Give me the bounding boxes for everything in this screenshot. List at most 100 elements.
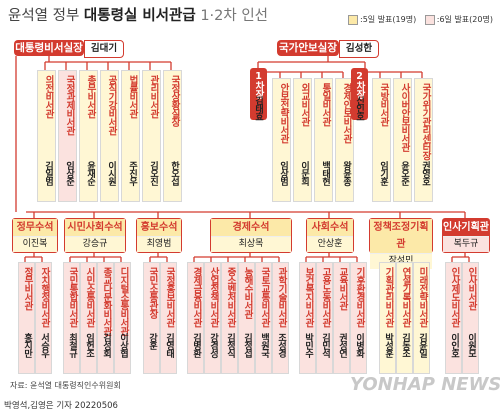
appointee-name: 김동조 xyxy=(400,333,410,357)
staff-position: 의전비서관 김일범 xyxy=(37,70,56,202)
staff-position: 자치행정비서관 서승우 xyxy=(35,262,52,374)
senior-secretary-name: 복두규 xyxy=(443,237,489,252)
staff-position: 보건복지비서관 박민수 xyxy=(299,262,316,374)
appointee-name: 강경성 xyxy=(208,333,218,357)
staff-position: 국방비서관 임기훈 xyxy=(372,78,391,202)
chief-of-staff-title: 대통령비서실장 xyxy=(14,40,84,56)
staff-position: 산업정책비서관 강경성 xyxy=(204,262,221,374)
appointee-name: 주진우 xyxy=(127,161,137,185)
position-title: 총무비서관 xyxy=(85,75,96,118)
position-title: 국민통합비서관 xyxy=(67,267,78,327)
position-title: 통일비서관 xyxy=(320,83,331,126)
staff-position: 과학기술비서관 조성경 xyxy=(272,262,289,374)
position-title: 중소벤처비서관 xyxy=(225,267,236,327)
staff-position: 중소벤처비서관 김정식 xyxy=(221,262,238,374)
position-title: 국민소통관장 xyxy=(147,267,158,318)
senior-secretary-name: 최상목 xyxy=(211,237,291,252)
senior-secretary: 정책조정기획관 장성민 xyxy=(369,218,433,269)
senior-secretary-title: 정무수석 xyxy=(13,219,57,237)
staff-position: 국토교통비서관 백원국 xyxy=(255,262,272,374)
appointee-name: 권성연 xyxy=(337,333,347,357)
appointee-name: 이시원 xyxy=(106,161,116,185)
legend: :5일 발표(19명) :6일 발표(20명) xyxy=(348,14,493,25)
appointee-name: 이문희 xyxy=(299,161,309,185)
appointee-name: 조성경 xyxy=(276,333,286,357)
position-title: 외교비서관 xyxy=(299,83,310,126)
position-title: 인사비서관 xyxy=(466,267,477,310)
credit-line: 박영석,김영은 기자 20220506 xyxy=(4,401,118,411)
senior-secretary: 정무수석 이진복 xyxy=(12,218,58,253)
senior-secretary-title: 홍보수석 xyxy=(137,219,181,237)
appointee-name: 김민석 xyxy=(320,333,330,357)
position-title: 국방비서관 xyxy=(378,83,389,126)
senior-secretary: 인사기획관 복두규 xyxy=(442,218,490,253)
position-title: 인사제도비서관 xyxy=(449,267,460,327)
vice-chief-1: 1차장 xyxy=(250,68,267,120)
appointee-name: 서승우 xyxy=(39,333,49,357)
chart-title: 윤석열 정부 대통령실 비서관급 1·2차 인선 xyxy=(8,4,268,25)
appointee-name: 윤재순 xyxy=(85,161,95,185)
staff-position: 안보전략비서관 임상범 xyxy=(272,78,291,202)
senior-secretary: 사회수석 안상훈 xyxy=(306,218,354,253)
vice-chief-1-name: 김태효 xyxy=(253,96,263,120)
staff-position: 경제안보비서관 왕윤종 xyxy=(335,78,354,202)
position-title: 국정상황실장 xyxy=(169,75,180,126)
senior-secretary-name: 최영범 xyxy=(137,237,181,252)
position-title: 기획관리비서관 xyxy=(383,267,394,327)
appointee-name: 김병환 xyxy=(191,333,201,357)
position-title: 교육비서관 xyxy=(337,267,348,310)
appointee-name: 김윤일 xyxy=(417,333,427,357)
position-title: 고용노동비서관 xyxy=(320,267,331,327)
appointee-name: 홍지만 xyxy=(22,333,32,357)
staff-position: 정무비서관 홍지만 xyxy=(18,262,35,374)
appointee-name: 이병화 xyxy=(354,333,364,357)
vice-chief-1-label: 1차장 xyxy=(253,71,264,98)
legend-first-label: :5일 발표(19명) xyxy=(360,15,417,24)
security-name: 김성한 xyxy=(339,40,379,58)
appointee-name: 박성훈 xyxy=(383,333,393,357)
position-title: 관리비서관 xyxy=(148,75,159,118)
appointee-name: 한오섭 xyxy=(169,161,179,185)
staff-position: 농해수비서관 김정섭 xyxy=(238,262,255,374)
staff-position: 디지털소통비서관 이상협 xyxy=(114,262,131,374)
appointee-name: 박민수 xyxy=(303,333,313,357)
position-title: 법률비서관 xyxy=(127,75,138,118)
appointee-name: 김성회 xyxy=(101,333,111,357)
position-title: 안보전략비서관 xyxy=(278,83,289,143)
chief-of-staff-name: 김대기 xyxy=(84,40,124,58)
senior-secretary-title: 경제수석 xyxy=(211,219,291,237)
senior-secretary-name: 안상훈 xyxy=(307,237,353,252)
staff-position: 시민소통비서관 임헌조 xyxy=(80,262,97,374)
appointee-name: 백태현 xyxy=(320,161,330,185)
staff-position: 국정홍보비서관 김영태 xyxy=(160,262,177,374)
staff-position: 국가위기관리센터장 권영호 xyxy=(414,78,433,202)
staff-position: 국민통합비서관 최철규 xyxy=(63,262,80,374)
position-title: 국정과제비서관 xyxy=(64,75,75,135)
title-prefix: 윤석열 정부 xyxy=(8,8,80,24)
position-title: 기후환경비서관 xyxy=(354,267,365,327)
position-title: 디지털소통비서관 xyxy=(118,267,129,335)
appointee-name: 임상준 xyxy=(64,161,74,185)
position-title: 의전비서관 xyxy=(43,75,54,118)
legend-swatch-first xyxy=(348,14,358,25)
appointee-name: 이상협 xyxy=(118,333,128,357)
position-title: 미래전략비서관 xyxy=(417,267,428,327)
position-title: 연설기록비서관 xyxy=(400,267,411,327)
position-title: 경제금융비서관 xyxy=(191,267,202,327)
appointee-name: 이원모 xyxy=(466,333,476,357)
appointee-name: 이인호 xyxy=(449,333,459,357)
appointee-name: 왕윤종 xyxy=(341,161,351,185)
agency-watermark: YONHAP NEWS xyxy=(350,374,500,395)
senior-secretary-name: 이진복 xyxy=(13,237,57,252)
position-title: 사이버안보비서관 xyxy=(399,83,410,151)
source-note: 자료: 윤석열 대통령직인수위원회 xyxy=(10,381,121,390)
